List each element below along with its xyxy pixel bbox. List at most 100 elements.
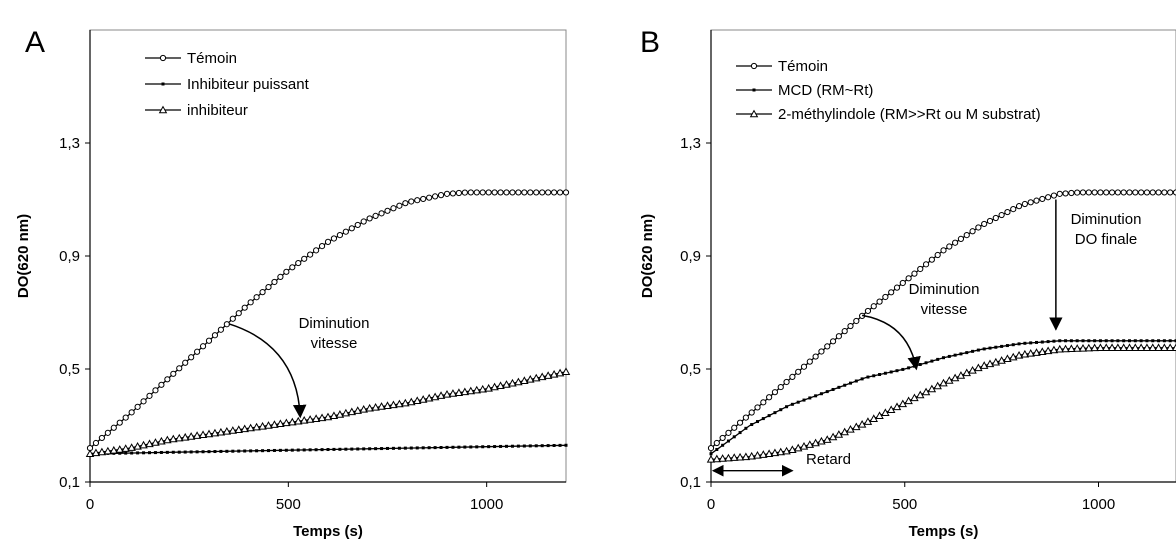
- data-point: [1138, 189, 1145, 196]
- data-point: [936, 357, 940, 361]
- data-point: [1056, 190, 1063, 197]
- data-point: [814, 394, 818, 398]
- legend-entry: Témoin: [778, 58, 828, 75]
- data-point: [1027, 199, 1034, 206]
- data-point: [725, 429, 732, 436]
- y-tick-label: 0,1: [680, 474, 701, 491]
- data-point: [360, 218, 367, 225]
- data-point: [1081, 339, 1085, 343]
- data-point: [968, 365, 977, 374]
- annotation-text: DO finale: [1075, 231, 1138, 248]
- data-point: [952, 239, 959, 246]
- data-point: [1148, 343, 1157, 352]
- data-point: [223, 321, 230, 328]
- data-point: [1004, 208, 1011, 216]
- data-point: [738, 431, 742, 435]
- series-triangle: [706, 343, 1176, 463]
- data-point: [852, 422, 861, 431]
- data-point: [754, 404, 761, 411]
- data-point: [1040, 340, 1044, 344]
- y-tick-label: 0,5: [59, 361, 80, 378]
- x-tick-label: 500: [276, 496, 301, 513]
- annotation-text: Diminution: [299, 315, 370, 332]
- x-axis-title: Temps (s): [909, 523, 979, 540]
- data-point: [886, 405, 896, 414]
- data-point: [384, 207, 391, 214]
- data-point: [773, 411, 777, 415]
- data-point: [1171, 343, 1176, 352]
- data-point: [834, 430, 844, 438]
- data-point: [92, 439, 100, 447]
- data-point: [159, 450, 163, 454]
- data-point: [252, 422, 261, 431]
- data-point: [302, 448, 306, 452]
- data-point: [199, 343, 207, 350]
- data-point: [390, 205, 397, 212]
- panel-letter: A: [25, 26, 45, 59]
- data-point: [863, 417, 873, 425]
- data-point: [819, 392, 823, 396]
- data-point: [510, 444, 514, 448]
- data-point: [933, 381, 942, 390]
- data-point: [347, 407, 357, 416]
- data-point: [825, 390, 829, 394]
- data-point: [942, 356, 945, 360]
- data-point: [546, 444, 550, 448]
- data-point: [747, 451, 756, 460]
- data-point: [278, 448, 282, 452]
- data-point: [169, 434, 178, 443]
- data-point: [237, 449, 241, 453]
- data-point: [561, 367, 571, 376]
- data-point: [1151, 339, 1155, 343]
- data-point: [330, 235, 338, 242]
- data-point: [414, 197, 421, 204]
- data-point: [1107, 343, 1117, 352]
- data-point: [320, 448, 324, 452]
- data-point: [283, 268, 290, 275]
- data-point: [545, 189, 552, 196]
- data-point: [736, 419, 744, 426]
- data-point: [1104, 339, 1108, 343]
- data-point: [882, 293, 889, 301]
- data-point: [975, 224, 982, 231]
- data-point: [888, 289, 895, 296]
- data-point: [849, 381, 852, 385]
- data-point: [950, 373, 960, 382]
- data-point: [433, 446, 437, 450]
- data-point: [796, 400, 800, 404]
- data-point: [1033, 197, 1040, 204]
- data-point: [558, 443, 562, 447]
- data-point: [1122, 339, 1126, 343]
- data-point: [534, 444, 538, 448]
- data-point: [354, 221, 361, 229]
- panel-letter: B: [640, 26, 660, 59]
- data-point: [785, 405, 789, 409]
- data-point: [1058, 339, 1062, 343]
- data-point: [397, 446, 401, 450]
- data-point: [1000, 344, 1004, 348]
- data-point: [1068, 189, 1075, 197]
- y-tick-label: 0,9: [680, 248, 701, 265]
- data-point: [308, 448, 312, 452]
- data-point: [222, 427, 232, 435]
- series-circle: [86, 189, 570, 452]
- data-point: [901, 367, 905, 371]
- data-point: [142, 451, 146, 455]
- data-point: [962, 368, 971, 377]
- series-circle: [707, 189, 1176, 452]
- data-point: [443, 190, 451, 197]
- data-point: [883, 371, 887, 375]
- data-point: [1062, 190, 1069, 197]
- data-point: [461, 189, 468, 196]
- data-point: [201, 450, 205, 454]
- data-point: [389, 400, 398, 409]
- data-point: [329, 411, 339, 419]
- data-point: [307, 251, 314, 258]
- data-point: [378, 210, 385, 217]
- data-point: [457, 445, 461, 449]
- data-point: [348, 225, 355, 232]
- data-point: [247, 299, 254, 306]
- data-point: [164, 376, 171, 383]
- data-point: [454, 388, 464, 396]
- data-point: [718, 454, 727, 462]
